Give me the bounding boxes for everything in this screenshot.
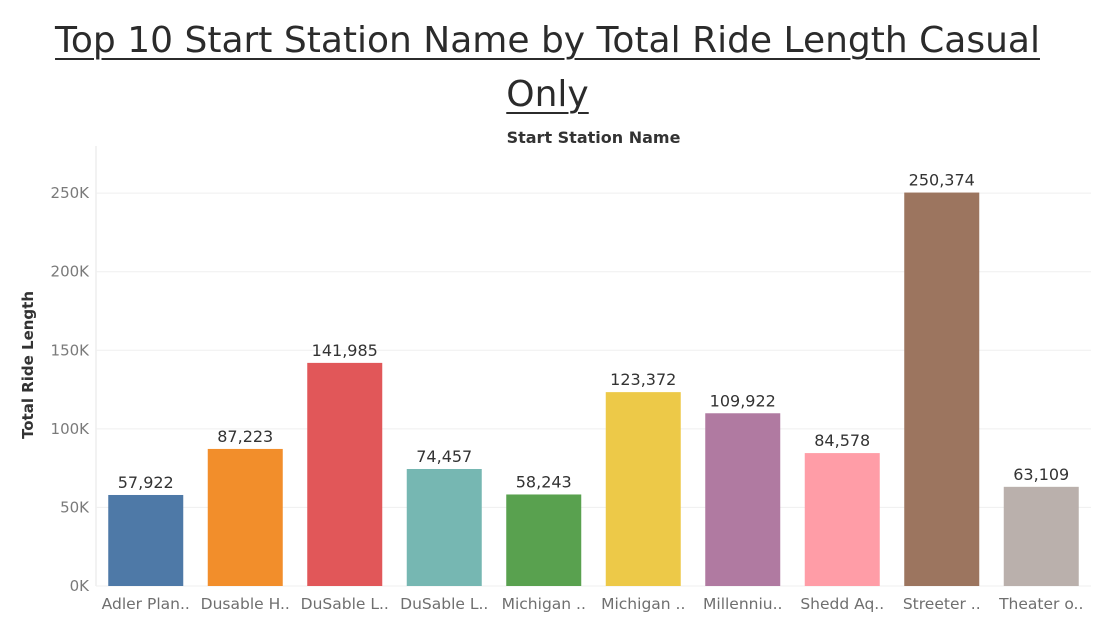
x-category-label: Theater o..	[998, 595, 1083, 613]
bar[interactable]	[904, 192, 980, 586]
bar[interactable]	[207, 448, 283, 586]
chart-title: Top 10 Start Station Name by Total Ride …	[0, 14, 1095, 122]
y-tick-label: 150K	[51, 341, 91, 359]
data-label: 57,922	[118, 473, 174, 492]
column-header: Start Station Name	[506, 128, 681, 147]
data-labels: 57,922 87,223 141,985 74,457 58,243 123,372 10…	[118, 171, 1069, 492]
x-category-label: Adler Plan..	[102, 595, 190, 613]
bars	[108, 192, 1079, 586]
data-label: 250,374	[909, 171, 975, 190]
chart-title-line-1: Top 10 Start Station Name by Total Ride …	[55, 20, 1040, 61]
data-label: 109,922	[710, 391, 776, 410]
bar[interactable]	[1003, 486, 1079, 586]
x-axis-categories: Adler Plan.. Dusable H.. DuSable L.. DuSabl…	[102, 595, 1084, 613]
y-tick-label: 0K	[70, 577, 91, 595]
bar[interactable]	[506, 494, 582, 586]
data-label: 58,243	[516, 472, 572, 491]
data-label: 74,457	[416, 447, 472, 466]
x-category-label: Dusable H..	[201, 595, 290, 613]
x-category-label: DuSable L..	[400, 595, 488, 613]
y-tick-label: 250K	[51, 184, 91, 202]
data-label: 84,578	[814, 431, 870, 450]
x-category-label: Streeter ..	[903, 595, 981, 613]
bar[interactable]	[605, 392, 681, 586]
x-category-label: Millenniu..	[703, 595, 782, 613]
bar[interactable]	[108, 494, 184, 586]
bar[interactable]	[705, 413, 781, 586]
x-category-label: DuSable L..	[301, 595, 389, 613]
y-tick-label: 200K	[51, 263, 91, 281]
y-tick-label: 50K	[60, 498, 90, 516]
x-category-label: Shedd Aq..	[800, 595, 884, 613]
bar[interactable]	[406, 468, 482, 586]
y-axis-ticks: 0K 50K 100K 150K 200K 250K	[51, 184, 91, 595]
chart-title-line-2: Only	[506, 74, 589, 115]
data-label: 141,985	[312, 341, 378, 360]
bar[interactable]	[307, 362, 383, 586]
x-category-label: Michigan ..	[601, 595, 685, 613]
data-label: 87,223	[217, 427, 273, 446]
data-label: 123,372	[610, 370, 676, 389]
x-category-label: Michigan ..	[502, 595, 586, 613]
data-label: 63,109	[1013, 465, 1069, 484]
bar[interactable]	[804, 453, 880, 586]
y-tick-label: 100K	[51, 420, 91, 438]
